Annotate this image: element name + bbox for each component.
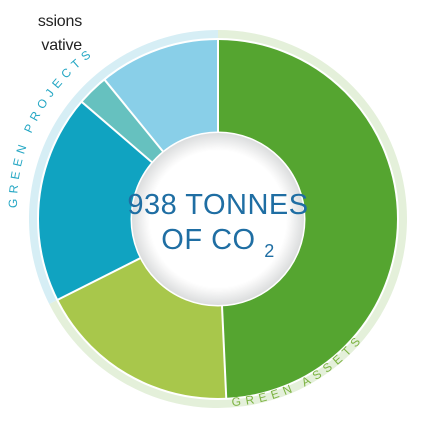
caption-line-1: ssions	[37, 13, 82, 30]
center-title-co-subscript: 2	[264, 241, 275, 261]
outer-ring-border	[37, 38, 399, 400]
segment-divider-2	[220, 304, 228, 399]
donut-layer	[37, 38, 399, 400]
center-title-line-2: OF CO 2	[161, 224, 274, 261]
outer-group-ring-2	[28, 30, 218, 305]
caption-line-2: vative	[41, 37, 82, 54]
segment-divider-5	[103, 78, 165, 153]
donut-segment-4	[81, 79, 164, 163]
segment-divider-3	[56, 256, 142, 301]
donut-segment-5	[104, 39, 218, 153]
center-title-line-1: 938 TONNES	[127, 189, 308, 221]
cropped-caption: ssions vative	[0, 10, 82, 58]
donut-segment-2	[57, 257, 227, 399]
segment-divider-4	[80, 100, 154, 164]
donut-segment-1	[218, 39, 399, 399]
center-shadow	[132, 133, 304, 305]
outer-ring-layer	[28, 30, 408, 408]
donut-segment-3	[37, 101, 153, 300]
center-title-co-label: OF CO	[161, 224, 255, 256]
